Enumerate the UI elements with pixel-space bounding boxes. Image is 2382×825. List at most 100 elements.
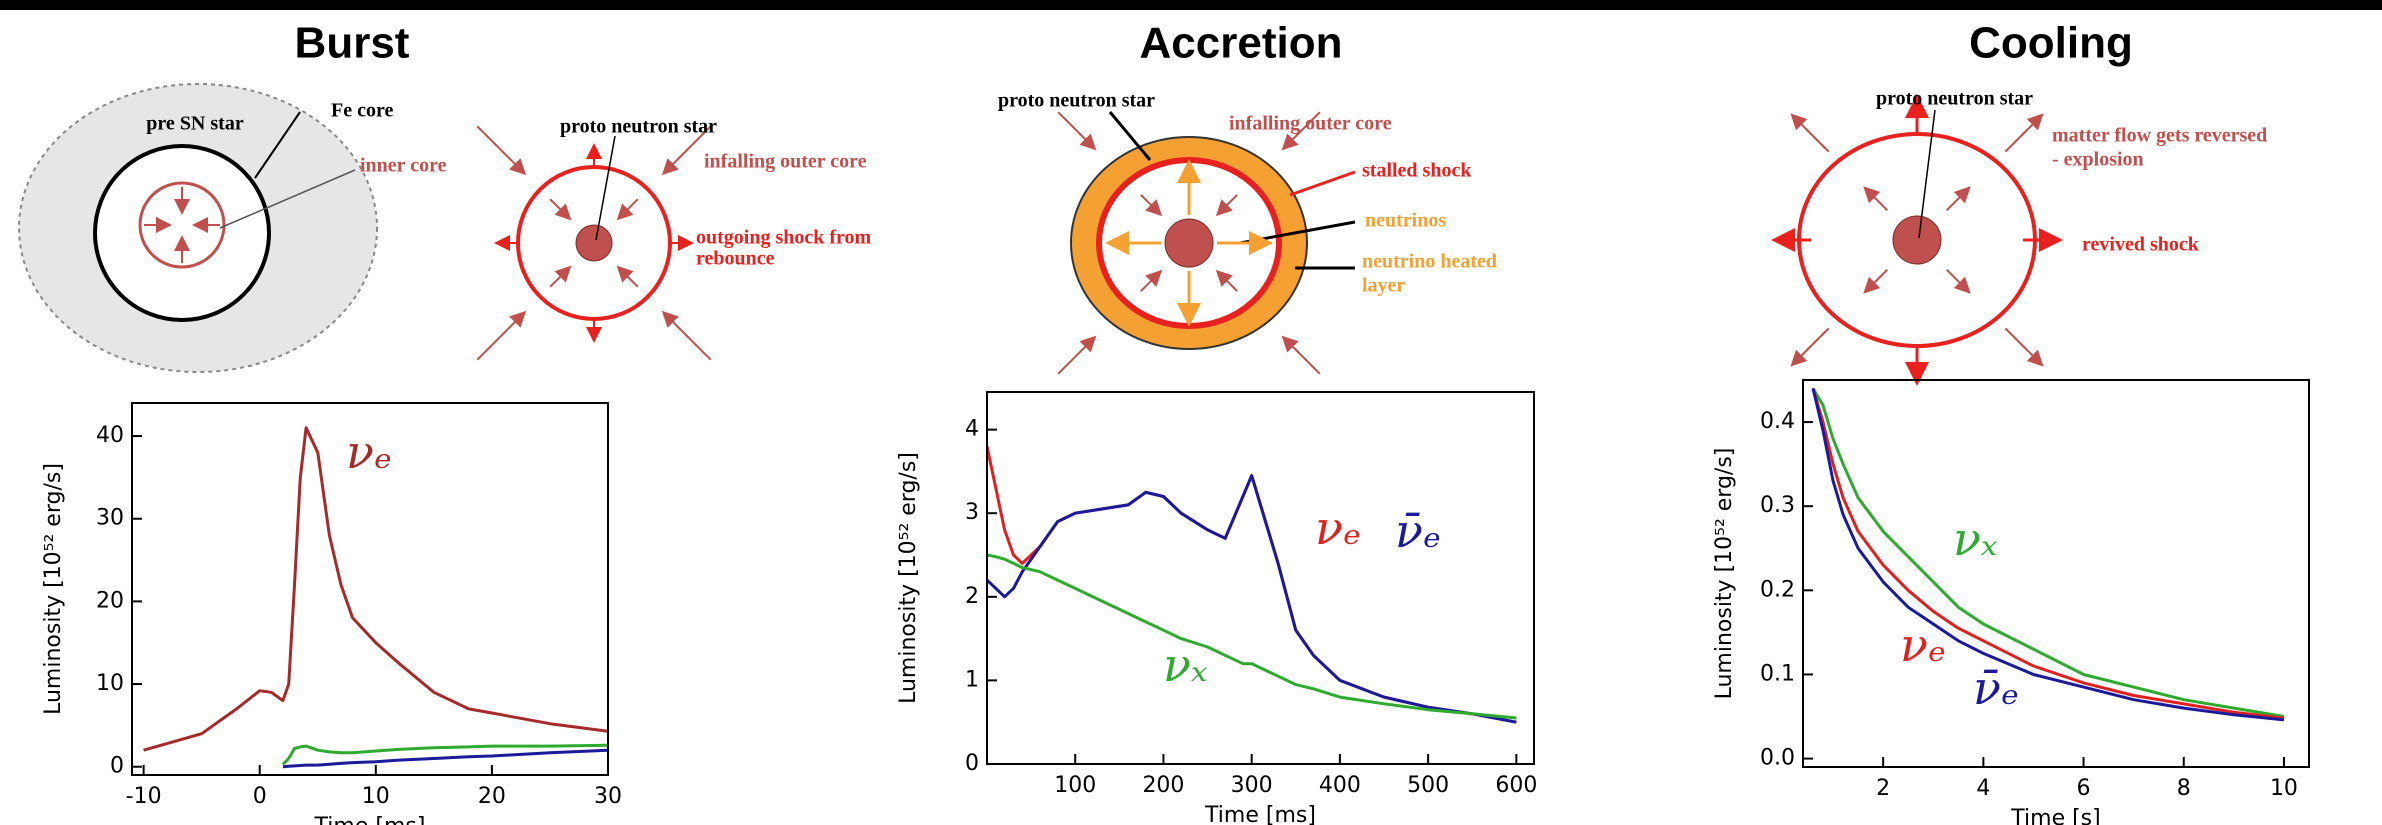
- diagram-label: rebounce: [696, 248, 775, 270]
- panel-title: Accretion: [1140, 19, 1343, 68]
- series-label: νₓ: [1163, 638, 1207, 692]
- y-tick-label: 0.2: [1760, 577, 1795, 602]
- arrow: [616, 265, 639, 288]
- arrow: [1281, 111, 1321, 151]
- inner-core: [138, 181, 226, 269]
- series-line: [987, 553, 1517, 720]
- diagram-label: infalling outer core: [704, 151, 867, 173]
- arrow: [661, 310, 712, 361]
- arrow: [1863, 186, 1889, 212]
- arrow: [1140, 269, 1163, 292]
- diagram-label: neutrino heated: [1362, 251, 1497, 273]
- x-axis-label: Time [s]: [2010, 806, 2100, 825]
- arrow: [1945, 186, 1971, 212]
- arrow: [1790, 327, 1830, 367]
- series-label: ν̄ₑ: [1395, 504, 1441, 558]
- arrow: [1790, 113, 1830, 153]
- arrow: [1215, 194, 1238, 217]
- diagram-label: stalled shock: [1362, 160, 1472, 182]
- diagram-label: infalling outer core: [1229, 113, 1392, 135]
- arrow: [2004, 327, 2044, 367]
- arrow: [616, 198, 639, 221]
- diagram-label: pre SN star: [146, 113, 244, 135]
- x-tick-label: 10: [362, 784, 390, 809]
- y-tick-label: 40: [96, 423, 124, 448]
- arrow: [2004, 113, 2044, 153]
- x-tick-label: 10: [2270, 776, 2298, 801]
- diagram-label: proto neutron star: [1876, 88, 2033, 110]
- y-tick-label: 2: [965, 584, 979, 609]
- arrow: [1140, 194, 1163, 217]
- series-label: ν̄ₑ: [1973, 661, 2019, 715]
- x-tick-label: 0: [253, 784, 267, 809]
- arrow: [476, 310, 527, 361]
- leader: [595, 135, 616, 241]
- y-tick-label: 10: [96, 671, 124, 696]
- y-tick-label: 0: [965, 751, 979, 776]
- y-axis-label: Luminosity [10⁵² erg/s]: [1712, 448, 1737, 700]
- x-tick-label: 2: [1876, 776, 1890, 801]
- y-tick-label: 0: [110, 754, 124, 779]
- arrow: [1945, 268, 1971, 294]
- y-axis-label: Luminosity [10⁵² erg/s]: [41, 463, 66, 715]
- x-tick-label: -10: [126, 784, 162, 809]
- arrow: [549, 265, 572, 288]
- diagram-label: matter flow gets reversed: [2052, 125, 2267, 147]
- leader: [1108, 111, 1152, 161]
- arrow: [661, 125, 712, 176]
- x-tick-label: 400: [1319, 773, 1361, 798]
- arrow: [1057, 335, 1097, 375]
- diagram-label: outgoing shock from: [696, 227, 872, 249]
- diagram-label: inner core: [360, 155, 447, 177]
- proto-neutron-star: [1892, 215, 1942, 265]
- proto-neutron-star: [575, 224, 613, 262]
- arrow: [549, 198, 572, 221]
- series-label: νₑ: [346, 425, 392, 479]
- panel-title: Cooling: [1969, 19, 2133, 68]
- diagram-label: Fe core: [331, 100, 393, 122]
- x-tick-label: 500: [1407, 773, 1449, 798]
- y-tick-label: 1: [965, 667, 979, 692]
- y-tick-label: 0.0: [1760, 746, 1795, 771]
- leader: [219, 169, 356, 229]
- x-tick-label: 4: [1976, 776, 1990, 801]
- series-label: νₑ: [1315, 501, 1361, 555]
- series-line: [1811, 387, 2285, 720]
- x-tick-label: 200: [1142, 773, 1184, 798]
- x-tick-label: 100: [1054, 773, 1096, 798]
- series-line: [1811, 387, 2285, 718]
- x-axis-label: Time [ms]: [1204, 803, 1316, 825]
- series-line: [282, 748, 608, 769]
- arrow: [1863, 268, 1889, 294]
- x-tick-label: 600: [1495, 773, 1537, 798]
- series-line: [281, 743, 608, 766]
- arrow: [1057, 111, 1097, 151]
- y-tick-label: 20: [96, 588, 124, 613]
- series-line: [143, 426, 608, 752]
- x-axis-label: Time [ms]: [314, 814, 426, 825]
- top-bar: [0, 0, 2382, 10]
- diagram-label: neutrinos: [1365, 210, 1446, 232]
- y-tick-label: 3: [965, 500, 979, 525]
- arrow: [1281, 335, 1321, 375]
- leader: [1918, 109, 1936, 239]
- diagram-label: layer: [1362, 275, 1405, 297]
- proto-neutron-star: [1164, 218, 1214, 268]
- leader: [1289, 170, 1356, 197]
- x-tick-label: 30: [594, 784, 622, 809]
- y-tick-label: 0.1: [1760, 661, 1795, 686]
- plot-frame: [131, 402, 609, 776]
- x-tick-label: 20: [478, 784, 506, 809]
- plot-frame: [1802, 379, 2310, 768]
- y-tick-label: 4: [965, 417, 979, 442]
- x-tick-label: 300: [1231, 773, 1273, 798]
- panel-title: Burst: [295, 19, 410, 68]
- diagram-label: revived shock: [2082, 234, 2200, 256]
- diagram-label: proto neutron star: [560, 116, 717, 138]
- diagram-label: proto neutron star: [998, 90, 1155, 112]
- series-label: νₓ: [1953, 512, 1997, 566]
- y-tick-label: 30: [96, 506, 124, 531]
- y-axis-label: Luminosity [10⁵² erg/s]: [896, 452, 921, 704]
- leader: [254, 111, 301, 179]
